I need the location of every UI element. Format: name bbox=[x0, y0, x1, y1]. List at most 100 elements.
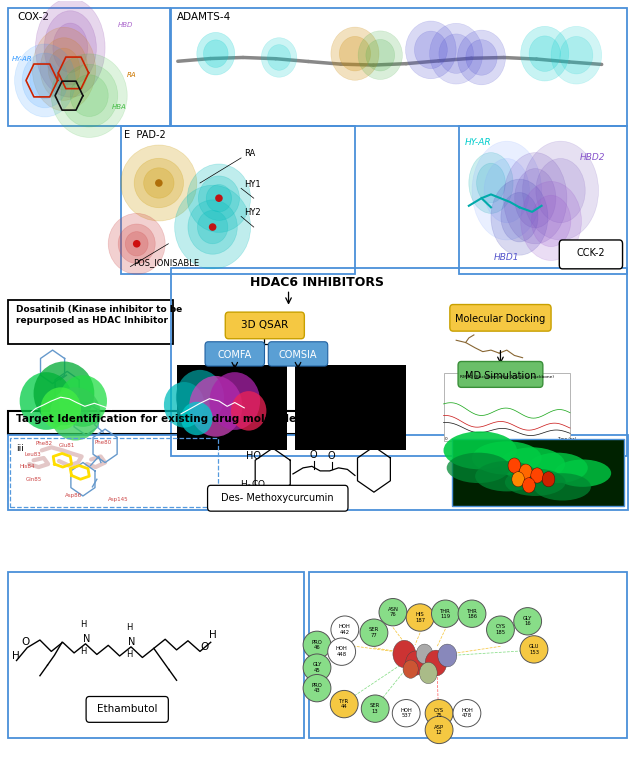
Text: Molecular Docking: Molecular Docking bbox=[455, 314, 546, 324]
Ellipse shape bbox=[360, 619, 388, 646]
Ellipse shape bbox=[521, 27, 569, 81]
FancyBboxPatch shape bbox=[268, 342, 328, 366]
Bar bbox=[295, 365, 406, 451]
Circle shape bbox=[438, 644, 457, 667]
Text: HBD2: HBD2 bbox=[579, 153, 605, 162]
Bar bbox=[121, 126, 355, 274]
Ellipse shape bbox=[59, 375, 107, 427]
Circle shape bbox=[522, 478, 535, 493]
Ellipse shape bbox=[268, 45, 290, 70]
Ellipse shape bbox=[209, 223, 216, 231]
Ellipse shape bbox=[206, 184, 231, 212]
Text: Asp86: Asp86 bbox=[65, 493, 82, 498]
Ellipse shape bbox=[551, 27, 602, 84]
Ellipse shape bbox=[406, 21, 456, 78]
FancyBboxPatch shape bbox=[225, 312, 304, 339]
Text: Asp145: Asp145 bbox=[108, 496, 129, 501]
Bar bbox=[172, 268, 627, 457]
Ellipse shape bbox=[491, 179, 548, 255]
Bar bbox=[8, 411, 306, 434]
Text: Dosatinib (Kinase inhibitor to be
repurposed as HDAC Inhibitor: Dosatinib (Kinase inhibitor to be repurp… bbox=[16, 304, 182, 326]
Text: HBD1: HBD1 bbox=[494, 253, 520, 263]
Ellipse shape bbox=[215, 194, 223, 202]
Ellipse shape bbox=[392, 699, 420, 727]
Ellipse shape bbox=[303, 654, 331, 681]
Ellipse shape bbox=[430, 24, 482, 84]
Bar bbox=[460, 126, 627, 274]
Ellipse shape bbox=[328, 638, 356, 665]
Ellipse shape bbox=[174, 185, 250, 269]
Text: THR
119: THR 119 bbox=[440, 609, 451, 619]
Ellipse shape bbox=[181, 402, 212, 435]
Text: Time (ns): Time (ns) bbox=[557, 437, 577, 441]
Ellipse shape bbox=[472, 441, 541, 475]
Circle shape bbox=[512, 472, 524, 487]
Text: TYR
44: TYR 44 bbox=[339, 699, 349, 709]
Ellipse shape bbox=[458, 30, 505, 84]
Text: HIS
187: HIS 187 bbox=[415, 613, 425, 622]
Text: ADAMTS-4: ADAMTS-4 bbox=[176, 12, 231, 22]
Circle shape bbox=[542, 472, 555, 487]
Ellipse shape bbox=[176, 370, 224, 425]
Ellipse shape bbox=[303, 631, 331, 658]
Ellipse shape bbox=[198, 176, 240, 221]
Text: O: O bbox=[200, 642, 208, 652]
Ellipse shape bbox=[44, 11, 96, 84]
Ellipse shape bbox=[534, 473, 591, 501]
Text: Phe82: Phe82 bbox=[36, 441, 53, 446]
Ellipse shape bbox=[118, 224, 155, 263]
Ellipse shape bbox=[554, 460, 611, 487]
Text: RMSD (Backbone after 1ns fit to backbone): RMSD (Backbone after 1ns fit to backbone… bbox=[460, 375, 553, 379]
FancyBboxPatch shape bbox=[205, 342, 264, 366]
Text: H: H bbox=[126, 623, 133, 632]
Ellipse shape bbox=[453, 699, 481, 727]
Bar bbox=[8, 8, 170, 126]
Text: PRO
46: PRO 46 bbox=[312, 640, 322, 650]
Text: 0: 0 bbox=[445, 437, 448, 441]
Ellipse shape bbox=[187, 164, 250, 232]
Ellipse shape bbox=[70, 75, 108, 116]
Ellipse shape bbox=[358, 31, 403, 79]
Ellipse shape bbox=[415, 31, 448, 68]
Ellipse shape bbox=[520, 635, 548, 663]
Ellipse shape bbox=[32, 27, 96, 111]
Text: COX-2: COX-2 bbox=[18, 12, 50, 22]
Ellipse shape bbox=[514, 607, 541, 635]
Ellipse shape bbox=[466, 40, 497, 75]
Ellipse shape bbox=[204, 40, 228, 68]
Text: H: H bbox=[81, 648, 87, 657]
Text: Gln85: Gln85 bbox=[26, 477, 42, 482]
Ellipse shape bbox=[477, 164, 505, 202]
Ellipse shape bbox=[108, 213, 165, 274]
Ellipse shape bbox=[144, 168, 174, 198]
Text: RA: RA bbox=[244, 149, 256, 158]
Ellipse shape bbox=[40, 38, 87, 100]
Text: HO: HO bbox=[246, 451, 261, 460]
Ellipse shape bbox=[527, 453, 588, 483]
Text: H: H bbox=[126, 651, 133, 660]
Ellipse shape bbox=[22, 53, 68, 108]
Ellipse shape bbox=[15, 44, 75, 117]
Circle shape bbox=[406, 651, 426, 675]
Text: H: H bbox=[81, 620, 87, 629]
Circle shape bbox=[425, 650, 447, 676]
Ellipse shape bbox=[155, 179, 163, 186]
Text: 3D QSAR: 3D QSAR bbox=[241, 320, 288, 330]
Text: Ethambutol: Ethambutol bbox=[97, 704, 157, 714]
Bar bbox=[309, 572, 627, 737]
Bar bbox=[8, 300, 172, 344]
Ellipse shape bbox=[439, 34, 474, 73]
Circle shape bbox=[420, 662, 437, 683]
FancyBboxPatch shape bbox=[450, 304, 551, 331]
Text: HDAC6 INHIBITORS: HDAC6 INHIBITORS bbox=[250, 275, 384, 288]
Text: HY-AR: HY-AR bbox=[464, 138, 491, 147]
Text: H: H bbox=[209, 630, 217, 640]
Text: O: O bbox=[327, 451, 335, 461]
Ellipse shape bbox=[303, 674, 331, 702]
FancyBboxPatch shape bbox=[458, 361, 543, 387]
Bar bbox=[8, 435, 628, 510]
Text: MD Simulation: MD Simulation bbox=[465, 371, 536, 381]
Text: GLU
153: GLU 153 bbox=[529, 645, 540, 654]
Ellipse shape bbox=[121, 145, 197, 221]
Ellipse shape bbox=[20, 372, 73, 430]
